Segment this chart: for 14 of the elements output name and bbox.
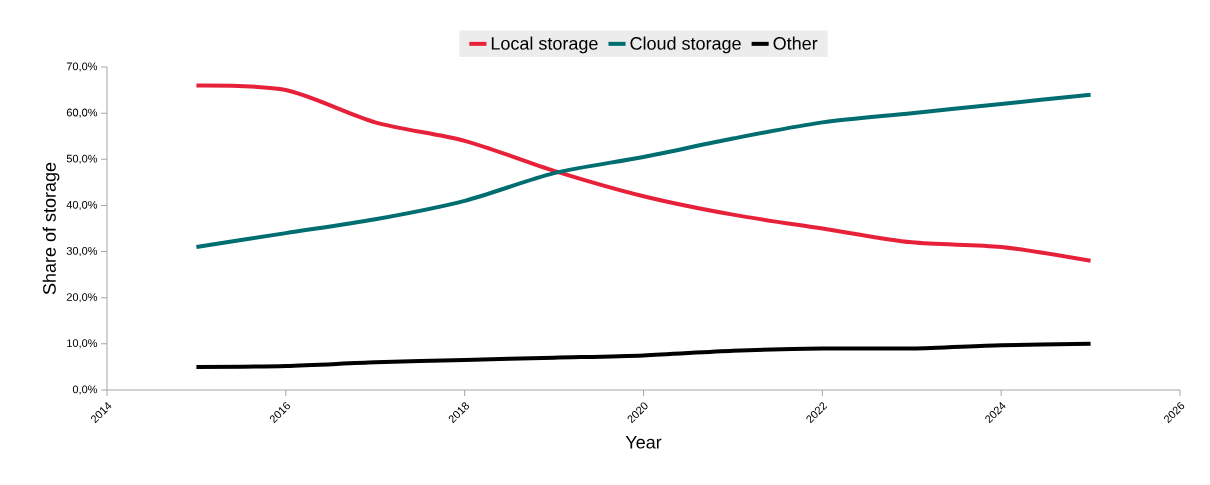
y-tick-label: 70,0% xyxy=(66,62,98,72)
y-tick-label: 20,0% xyxy=(66,293,98,303)
y-tick-label: 60,0% xyxy=(66,108,98,118)
line-series xyxy=(194,341,1093,369)
y-tick-label: 40,0% xyxy=(66,200,98,210)
y-tick-label: 50,0% xyxy=(66,154,98,164)
legend-label: Local storage xyxy=(491,36,598,54)
legend-label: Cloud storage xyxy=(630,36,741,54)
y-tick-label: 10,0% xyxy=(67,339,98,349)
x-axis-title: Year xyxy=(625,436,662,449)
y-tick-label: 30,0% xyxy=(66,247,98,257)
y-tick-label: 0,0% xyxy=(72,385,98,395)
legend-label: Other xyxy=(773,36,818,50)
y-axis-title: Share of storage xyxy=(42,162,60,295)
